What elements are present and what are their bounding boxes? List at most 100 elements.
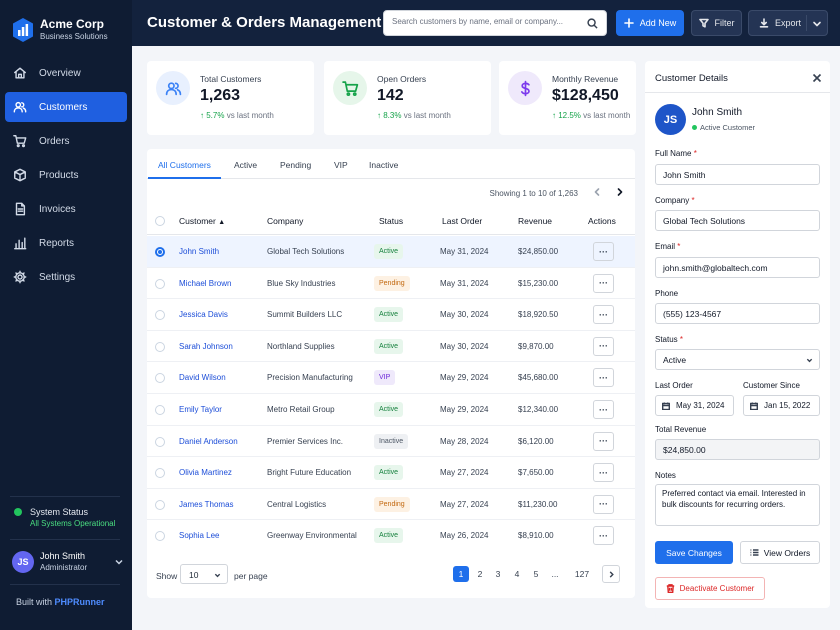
sidebar-item-invoices[interactable]: Invoices bbox=[5, 194, 127, 224]
row-actions-button[interactable]: ··· bbox=[593, 368, 614, 388]
row-actions-button[interactable]: ··· bbox=[593, 494, 614, 514]
row-actions-button[interactable]: ··· bbox=[593, 336, 614, 356]
table-row[interactable]: Michael Brown Blue Sky Industries Pendin… bbox=[147, 268, 635, 300]
customer-name[interactable]: John Smith bbox=[179, 247, 220, 256]
table-row[interactable]: James Thomas Central Logistics Pending M… bbox=[147, 489, 635, 521]
sidebar-item-customers[interactable]: Customers bbox=[5, 92, 127, 122]
customer-since-field[interactable]: Jan 15, 2022 bbox=[743, 395, 820, 416]
chevron-down-icon[interactable] bbox=[114, 557, 124, 567]
stat-card-open-orders: Open Orders 142 ↑ 8.3% vs last month bbox=[324, 61, 491, 135]
sidebar-item-overview[interactable]: Overview bbox=[5, 58, 127, 88]
row-radio[interactable] bbox=[155, 405, 165, 415]
sidebar-item-orders[interactable]: Orders bbox=[5, 126, 127, 156]
row-radio[interactable] bbox=[155, 468, 165, 479]
per-page-select[interactable]: 10 bbox=[180, 564, 228, 584]
export-button[interactable]: Export bbox=[748, 10, 828, 36]
row-actions-button[interactable]: ··· bbox=[593, 242, 614, 261]
cart-icon bbox=[13, 135, 27, 148]
status-label: Status * bbox=[655, 335, 683, 344]
table-row[interactable]: Emily Taylor Metro Retail Group Active M… bbox=[147, 394, 635, 426]
add-new-button[interactable]: Add New bbox=[616, 10, 684, 36]
users-icon bbox=[165, 81, 181, 95]
customer-name[interactable]: Sarah Johnson bbox=[179, 341, 233, 351]
row-radio[interactable] bbox=[155, 341, 165, 352]
deactivate-customer-button[interactable]: Deactivate Customer bbox=[655, 577, 765, 600]
tab-all-customers[interactable]: All Customers bbox=[158, 160, 211, 170]
filter-button[interactable]: Filter bbox=[691, 10, 742, 36]
tab-active[interactable]: Active bbox=[234, 160, 258, 170]
customer-name[interactable]: Emily Taylor bbox=[179, 405, 222, 414]
sidebar-item-settings[interactable]: Settings bbox=[5, 262, 127, 292]
table-row[interactable]: David Wilson Precision Manufacturing VIP… bbox=[147, 362, 635, 394]
close-button[interactable] bbox=[812, 73, 822, 83]
customer-name[interactable]: Jessica Davis bbox=[179, 310, 228, 320]
email-field[interactable]: john.smith@globaltech.com bbox=[655, 257, 820, 278]
row-actions-button[interactable]: ··· bbox=[593, 305, 614, 325]
column-header-company[interactable]: Company bbox=[267, 216, 304, 226]
page-button[interactable]: 1 bbox=[453, 566, 469, 582]
customer-name[interactable]: David Wilson bbox=[179, 373, 226, 383]
table-row[interactable]: Jessica Davis Summit Builders LLC Active… bbox=[147, 299, 635, 331]
tab-pending[interactable]: Pending bbox=[280, 160, 312, 170]
row-actions-button[interactable]: ··· bbox=[593, 273, 614, 293]
customer-name[interactable]: Sophia Lee bbox=[179, 531, 220, 541]
page-button[interactable]: 4 bbox=[514, 569, 520, 579]
table-row[interactable]: Olivia Martinez Bright Future Education … bbox=[147, 457, 635, 489]
search-box[interactable] bbox=[383, 10, 607, 36]
status-select[interactable]: Active bbox=[655, 349, 820, 370]
table-row[interactable]: Sarah Johnson Northland Supplies Active … bbox=[147, 331, 635, 363]
row-actions-button[interactable]: ··· bbox=[593, 431, 614, 451]
page-button[interactable]: 2 bbox=[477, 569, 483, 579]
customer-name[interactable]: James Thomas bbox=[179, 499, 234, 509]
row-radio[interactable] bbox=[155, 310, 165, 321]
customer-details-panel: Customer Details JS John Smith Active Cu… bbox=[645, 61, 830, 608]
details-status-text: Active Customer bbox=[700, 123, 756, 132]
search-input[interactable] bbox=[392, 17, 582, 26]
row-radio[interactable] bbox=[155, 247, 165, 257]
notes-textarea[interactable]: Preferred contact via email. Interested … bbox=[655, 484, 820, 526]
column-header-revenue[interactable]: Revenue bbox=[518, 216, 553, 226]
customer-name[interactable]: Michael Brown bbox=[179, 278, 232, 288]
tab-inactive[interactable]: Inactive bbox=[369, 160, 399, 170]
next-page-button[interactable] bbox=[602, 565, 620, 583]
customer-name[interactable]: Daniel Anderson bbox=[179, 436, 238, 446]
row-radio[interactable] bbox=[155, 436, 165, 447]
page-button[interactable]: 3 bbox=[495, 569, 501, 579]
table-row[interactable]: John Smith Global Tech Solutions Active … bbox=[147, 236, 635, 268]
stat-delta-percent: 8.3% bbox=[383, 111, 402, 120]
row-actions-button[interactable]: ··· bbox=[593, 400, 614, 419]
row-radio[interactable] bbox=[155, 278, 165, 289]
page-button[interactable]: 127 bbox=[574, 569, 590, 579]
column-header-status[interactable]: Status bbox=[379, 216, 404, 226]
table-row[interactable]: Daniel Anderson Premier Services Inc. In… bbox=[147, 426, 635, 458]
next-page-button[interactable] bbox=[613, 185, 627, 199]
select-all-checkbox[interactable] bbox=[155, 216, 165, 226]
row-actions-button[interactable]: ··· bbox=[593, 526, 614, 546]
row-actions-button[interactable]: ··· bbox=[593, 463, 614, 483]
row-radio[interactable] bbox=[155, 373, 165, 384]
company-label: Company * bbox=[655, 196, 695, 205]
save-changes-button[interactable]: Save Changes bbox=[655, 541, 733, 564]
customer-name[interactable]: Olivia Martinez bbox=[179, 468, 232, 478]
last-order-date-field[interactable]: May 31, 2024 bbox=[655, 395, 734, 416]
tab-vip[interactable]: VIP bbox=[334, 160, 348, 170]
column-header-last-order[interactable]: Last Order bbox=[442, 216, 483, 226]
last-order-date: May 30, 2024 bbox=[440, 341, 489, 351]
full-name-field[interactable]: John Smith bbox=[655, 164, 820, 185]
page-button[interactable]: 5 bbox=[533, 569, 539, 579]
prev-page-button[interactable] bbox=[590, 185, 604, 199]
last-order-date: May 29, 2024 bbox=[440, 373, 489, 383]
chevron-down-icon[interactable] bbox=[812, 19, 822, 29]
sidebar-item-reports[interactable]: Reports bbox=[5, 228, 127, 258]
phprunner-link[interactable]: PHPRunner bbox=[54, 597, 105, 607]
view-orders-button[interactable]: View Orders bbox=[740, 541, 820, 564]
company-field[interactable]: Global Tech Solutions bbox=[655, 210, 820, 231]
sidebar-item-products[interactable]: Products bbox=[5, 160, 127, 190]
user-menu[interactable]: JS John Smith Administrator bbox=[12, 550, 124, 573]
search-icon[interactable] bbox=[587, 18, 598, 29]
phone-field[interactable]: (555) 123-4567 bbox=[655, 303, 820, 324]
row-radio[interactable] bbox=[155, 499, 165, 510]
table-row[interactable]: Sophia Lee Greenway Environmental Active… bbox=[147, 520, 635, 552]
row-radio[interactable] bbox=[155, 531, 165, 542]
column-header-customer[interactable]: Customer ▲ bbox=[179, 216, 225, 226]
